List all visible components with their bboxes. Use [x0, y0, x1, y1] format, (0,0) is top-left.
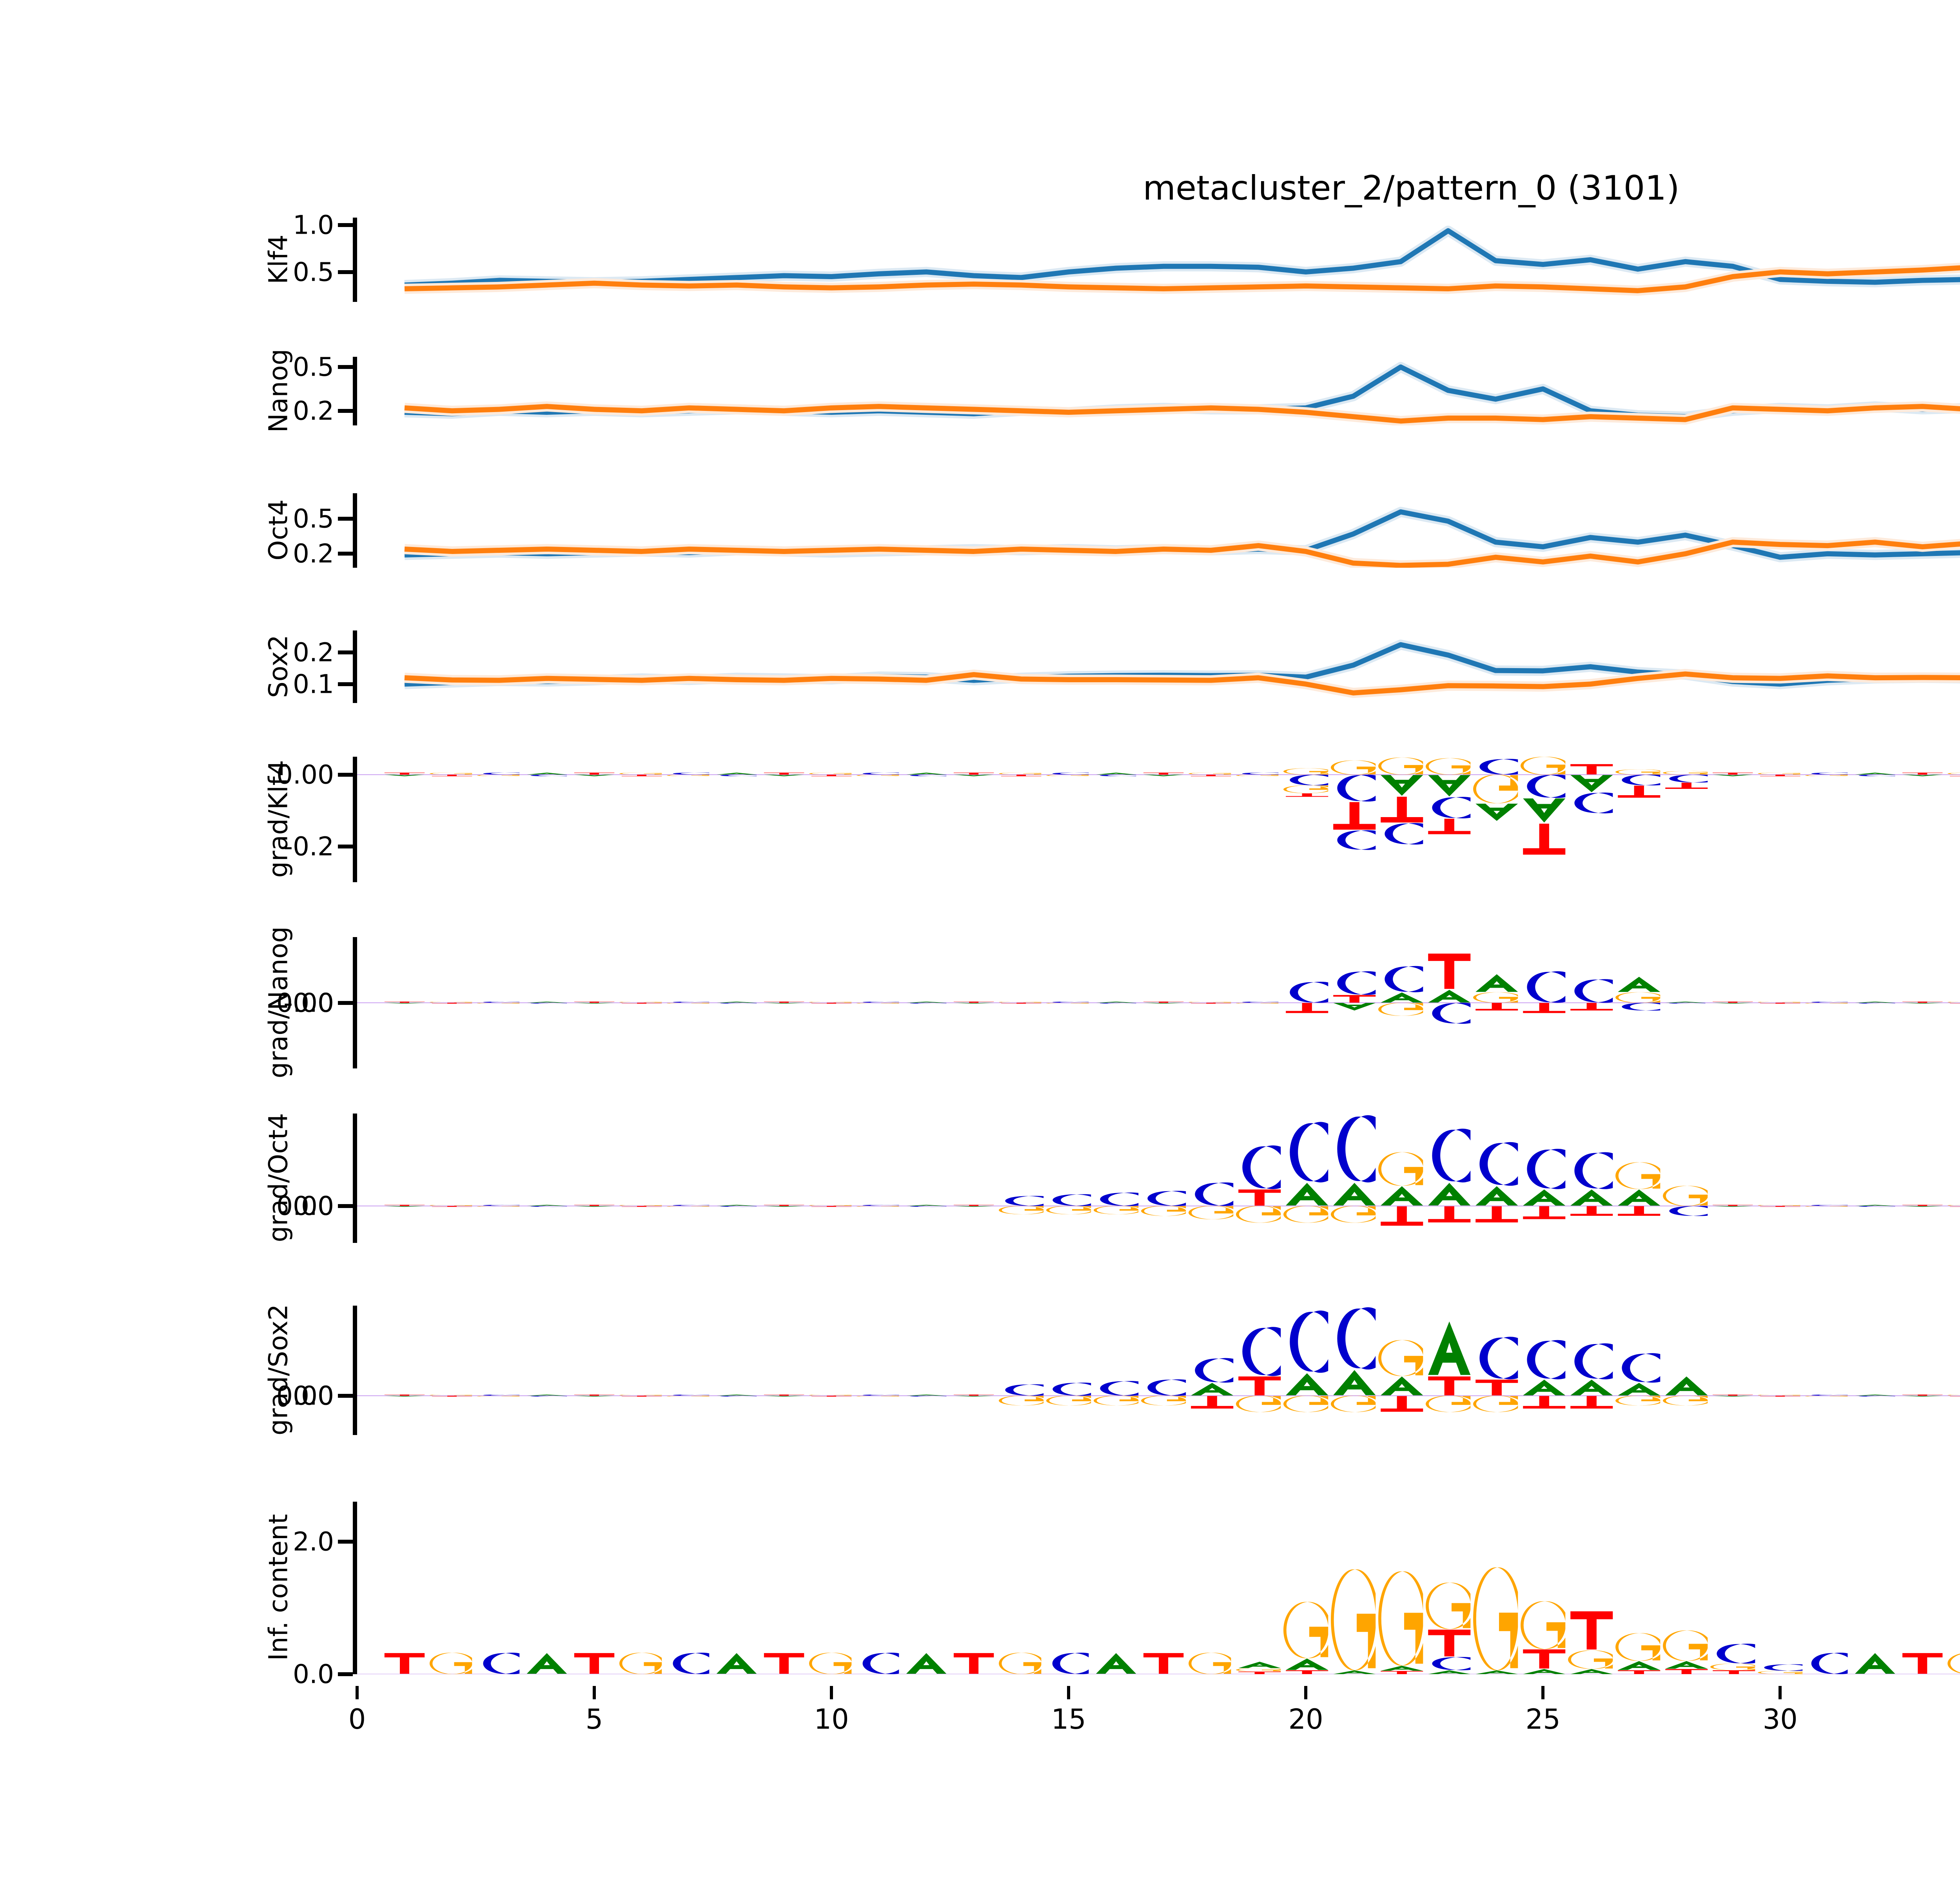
line-series-orange — [404, 671, 1960, 696]
plot-area-grad_klf4 — [357, 757, 1960, 855]
y-tick — [338, 772, 353, 777]
y-tick — [338, 844, 353, 848]
y-tick-label: 0.00 — [276, 1191, 334, 1221]
plot-area-grad_sox2 — [357, 1307, 1960, 1412]
plot-area-grad_oct4 — [357, 1115, 1960, 1226]
y-tick-label: 0.2 — [293, 396, 334, 426]
y-tick-label: 0.0 — [293, 1191, 334, 1221]
y-axis-spine — [353, 1306, 357, 1435]
y-tick — [338, 1672, 353, 1676]
panel-grad_klf4: grad/Klf4 0.00 -0.2 — [263, 757, 1960, 882]
y-axis-label-grad_sox2: grad/Sox2 — [263, 1304, 294, 1435]
panel-nanog: Nanog 0.5 0.2 — [263, 349, 1960, 432]
y-axis-spine — [353, 630, 357, 703]
y-tick-label: 0.00 — [276, 759, 334, 790]
figure-title: metacluster_2/pattern_0 (3101) — [1143, 169, 1680, 208]
y-tick-label: 0.0 — [293, 1659, 334, 1689]
panel-grad_sox2: grad/Sox2 0.0 0.00 — [263, 1304, 1960, 1435]
x-tick-label: 15 — [1051, 1703, 1086, 1735]
y-tick-label: 2.0 — [293, 1526, 334, 1557]
y-tick-label: 0.2 — [293, 538, 334, 569]
x-tick-label: 0 — [348, 1703, 366, 1735]
plot-area-sox2 — [404, 639, 1960, 698]
y-tick-label: 0.5 — [293, 257, 334, 287]
panel-klf4: Klf4 1.0 0.5 — [263, 210, 1960, 302]
y-axis-spine — [353, 1114, 357, 1243]
y-tick — [338, 650, 353, 655]
plot-area-nanog — [404, 362, 1960, 425]
y-tick-label: 0.5 — [293, 352, 334, 382]
panel-inf_content: Inf. content 2.0 0.0 — [263, 1502, 1960, 1689]
y-axis-spine — [353, 218, 357, 302]
panel-grad_oct4: grad/Oct4 0.0 0.00 — [263, 1113, 1960, 1243]
y-tick — [338, 409, 353, 413]
y-tick-label: 0.1 — [293, 669, 334, 699]
y-tick-label: -0.2 — [283, 831, 334, 862]
x-tick — [356, 1686, 359, 1699]
y-tick — [338, 682, 353, 686]
y-tick-label: 0.0 — [293, 988, 334, 1018]
y-tick — [338, 552, 353, 556]
y-tick — [338, 1393, 353, 1398]
x-tick-label: 10 — [814, 1703, 849, 1735]
line-series-orange — [404, 404, 1960, 424]
y-axis-spine — [353, 937, 357, 1068]
y-axis-spine — [353, 357, 357, 425]
x-tick — [830, 1686, 833, 1699]
y-tick-label: -0.0 — [283, 988, 334, 1018]
plot-area-klf4 — [404, 225, 1960, 296]
x-tick — [1067, 1686, 1071, 1699]
y-tick — [338, 1001, 353, 1005]
y-tick — [338, 1539, 353, 1544]
line-series-blue — [404, 228, 1960, 288]
y-tick-label: 0.00 — [276, 988, 334, 1018]
plot-area-oct4 — [404, 507, 1960, 568]
x-axis: 051015202530354045 — [348, 1686, 1960, 1764]
y-axis-spine — [353, 1502, 357, 1674]
x-tick-label: 20 — [1288, 1703, 1323, 1735]
y-axis-spine — [353, 757, 357, 882]
x-tick — [1779, 1686, 1782, 1699]
plot-area-inf_content — [357, 1567, 1960, 1674]
y-tick-label: 1.0 — [293, 210, 334, 240]
y-axis-spine — [353, 493, 357, 568]
x-tick-label: 30 — [1762, 1703, 1798, 1735]
y-tick-label: 0.5 — [293, 503, 334, 534]
x-tick — [593, 1686, 596, 1699]
y-tick — [338, 223, 353, 227]
plot-area-grad_nanog — [357, 954, 1960, 1024]
x-tick-label: 25 — [1525, 1703, 1561, 1735]
y-tick-label: 0.2 — [293, 637, 334, 668]
y-axis-label-grad_oct4: grad/Oct4 — [263, 1113, 294, 1243]
panel-grad_nanog: grad/Nanog 0.0 0.00 -0.0 — [263, 926, 1960, 1078]
panel-oct4: Oct4 0.5 0.2 — [263, 493, 1960, 569]
x-tick — [1541, 1686, 1545, 1699]
y-tick-label: 0.00 — [276, 1381, 334, 1411]
y-tick — [338, 365, 353, 369]
y-tick — [338, 1204, 353, 1208]
x-tick — [1304, 1686, 1308, 1699]
line-series-orange — [404, 265, 1960, 293]
line-series-orange — [404, 540, 1960, 568]
panel-sox2: Sox2 0.2 0.1 — [263, 630, 1960, 703]
y-tick-label: 0.0 — [293, 1381, 334, 1411]
x-tick-label: 5 — [585, 1703, 603, 1735]
y-tick — [338, 270, 353, 274]
y-axis-label-inf_content: Inf. content — [263, 1514, 294, 1661]
y-tick — [338, 517, 353, 521]
